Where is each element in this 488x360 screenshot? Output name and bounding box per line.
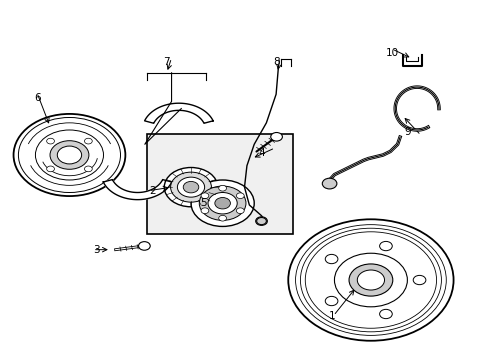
- Circle shape: [255, 217, 267, 225]
- Circle shape: [191, 180, 254, 226]
- Circle shape: [236, 208, 244, 213]
- Circle shape: [84, 138, 92, 144]
- Circle shape: [46, 166, 54, 172]
- Text: 8: 8: [272, 57, 279, 67]
- FancyBboxPatch shape: [147, 134, 292, 234]
- Circle shape: [334, 253, 407, 307]
- Circle shape: [379, 242, 391, 251]
- Circle shape: [14, 114, 125, 196]
- Circle shape: [322, 178, 336, 189]
- Circle shape: [57, 146, 81, 164]
- Circle shape: [50, 141, 89, 169]
- Circle shape: [201, 193, 208, 199]
- Circle shape: [218, 185, 226, 191]
- Circle shape: [218, 215, 226, 221]
- Text: 1: 1: [328, 311, 335, 321]
- Circle shape: [348, 264, 392, 296]
- Text: 9: 9: [403, 127, 410, 137]
- Circle shape: [214, 198, 230, 209]
- Polygon shape: [144, 103, 213, 123]
- Circle shape: [412, 275, 425, 285]
- Text: 3: 3: [93, 245, 100, 255]
- Circle shape: [357, 270, 384, 290]
- Circle shape: [201, 208, 208, 213]
- Circle shape: [177, 177, 204, 197]
- Text: 2: 2: [148, 186, 155, 196]
- Text: 4: 4: [258, 148, 264, 158]
- Circle shape: [84, 166, 92, 172]
- Circle shape: [207, 193, 237, 214]
- Circle shape: [287, 219, 453, 341]
- Circle shape: [325, 296, 337, 306]
- Circle shape: [379, 309, 391, 319]
- Circle shape: [170, 172, 211, 202]
- Circle shape: [46, 138, 54, 144]
- Circle shape: [236, 193, 244, 199]
- Circle shape: [138, 242, 150, 250]
- Text: 6: 6: [35, 93, 41, 103]
- Circle shape: [325, 255, 337, 264]
- Circle shape: [183, 181, 199, 193]
- Circle shape: [270, 132, 282, 141]
- Circle shape: [164, 167, 217, 207]
- Circle shape: [199, 186, 245, 220]
- Text: 10: 10: [386, 48, 399, 58]
- Polygon shape: [103, 180, 171, 200]
- Text: 7: 7: [163, 57, 170, 67]
- Circle shape: [256, 217, 266, 225]
- Text: 5: 5: [200, 198, 206, 208]
